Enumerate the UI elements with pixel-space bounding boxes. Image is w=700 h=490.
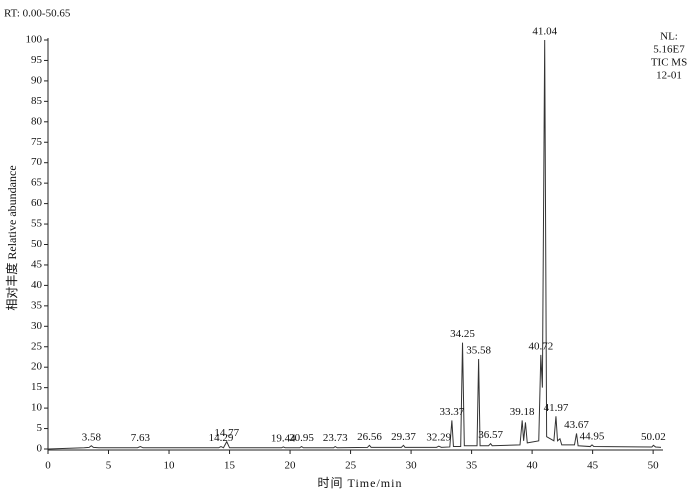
peak-label: 3.58 <box>82 431 102 443</box>
peak-label: 32.29 <box>426 432 451 444</box>
peak-label: 33.37 <box>439 406 464 418</box>
range-label: RT: 0.00-50.65 <box>4 8 71 20</box>
peak-label: 20.95 <box>289 432 314 444</box>
y-tick-label: 65 <box>31 177 43 189</box>
x-tick-label: 25 <box>345 460 357 472</box>
peak-label: 43.67 <box>564 419 589 431</box>
x-tick-label: 10 <box>164 460 176 472</box>
x-tick-label: 35 <box>466 460 478 472</box>
peak-label: 39.18 <box>510 406 535 418</box>
y-tick-label: 10 <box>31 402 43 414</box>
y-tick-label: 70 <box>31 156 43 168</box>
x-tick-label: 30 <box>406 460 418 472</box>
y-tick-label: 100 <box>26 34 43 46</box>
y-tick-label: 85 <box>31 95 43 107</box>
y-tick-label: 80 <box>31 115 43 127</box>
x-tick-label: 45 <box>587 460 599 472</box>
y-tick-label: 90 <box>31 74 43 86</box>
peak-label: 35.58 <box>466 345 491 357</box>
peak-label: 29.37 <box>391 431 416 443</box>
x-tick-label: 15 <box>224 460 236 472</box>
y-tick-label: 50 <box>31 238 43 250</box>
y-tick-label: 0 <box>37 443 43 455</box>
y-tick-label: 95 <box>31 54 43 66</box>
peak-label: 50.02 <box>641 431 666 443</box>
peak-label: 40.72 <box>528 340 553 352</box>
peak-label: 41.97 <box>544 402 569 414</box>
y-tick-label: 55 <box>31 218 43 230</box>
y-tick-label: 60 <box>31 197 43 209</box>
y-tick-label: 5 <box>37 422 43 434</box>
y-tick-label: 30 <box>31 320 43 332</box>
y-tick-label: 40 <box>31 279 43 291</box>
y-tick-label: 45 <box>31 258 43 270</box>
peak-label: 23.73 <box>323 432 348 444</box>
y-tick-label: 35 <box>31 299 43 311</box>
info-line: TIC MS <box>651 57 687 69</box>
x-tick-label: 5 <box>106 460 112 472</box>
x-tick-label: 50 <box>648 460 660 472</box>
info-line: NL: <box>660 31 678 43</box>
info-line: 12-01 <box>656 70 682 82</box>
x-tick-label: 40 <box>527 460 539 472</box>
peak-label: 14.29 <box>209 432 234 444</box>
info-line: 5.16E7 <box>653 44 685 56</box>
peak-label: 34.25 <box>450 328 475 340</box>
y-tick-label: 25 <box>31 340 43 352</box>
y-tick-label: 75 <box>31 136 43 148</box>
y-axis-label: 相对丰度 Relative abundance <box>4 165 19 310</box>
x-axis-label: 时间 Time/min <box>318 476 403 490</box>
peak-label: 7.63 <box>131 432 151 444</box>
x-tick-label: 20 <box>285 460 297 472</box>
peak-label: 41.04 <box>532 26 557 38</box>
peak-label: 14.77 <box>214 427 239 439</box>
peak-label: 44.95 <box>580 430 605 442</box>
y-tick-label: 15 <box>31 381 43 393</box>
peak-label: 26.56 <box>357 431 382 443</box>
peak-label: 19.44 <box>271 432 296 444</box>
x-tick-label: 0 <box>45 460 51 472</box>
trace <box>47 39 662 450</box>
y-tick-label: 20 <box>31 361 43 373</box>
peak-label: 36.57 <box>478 429 503 441</box>
